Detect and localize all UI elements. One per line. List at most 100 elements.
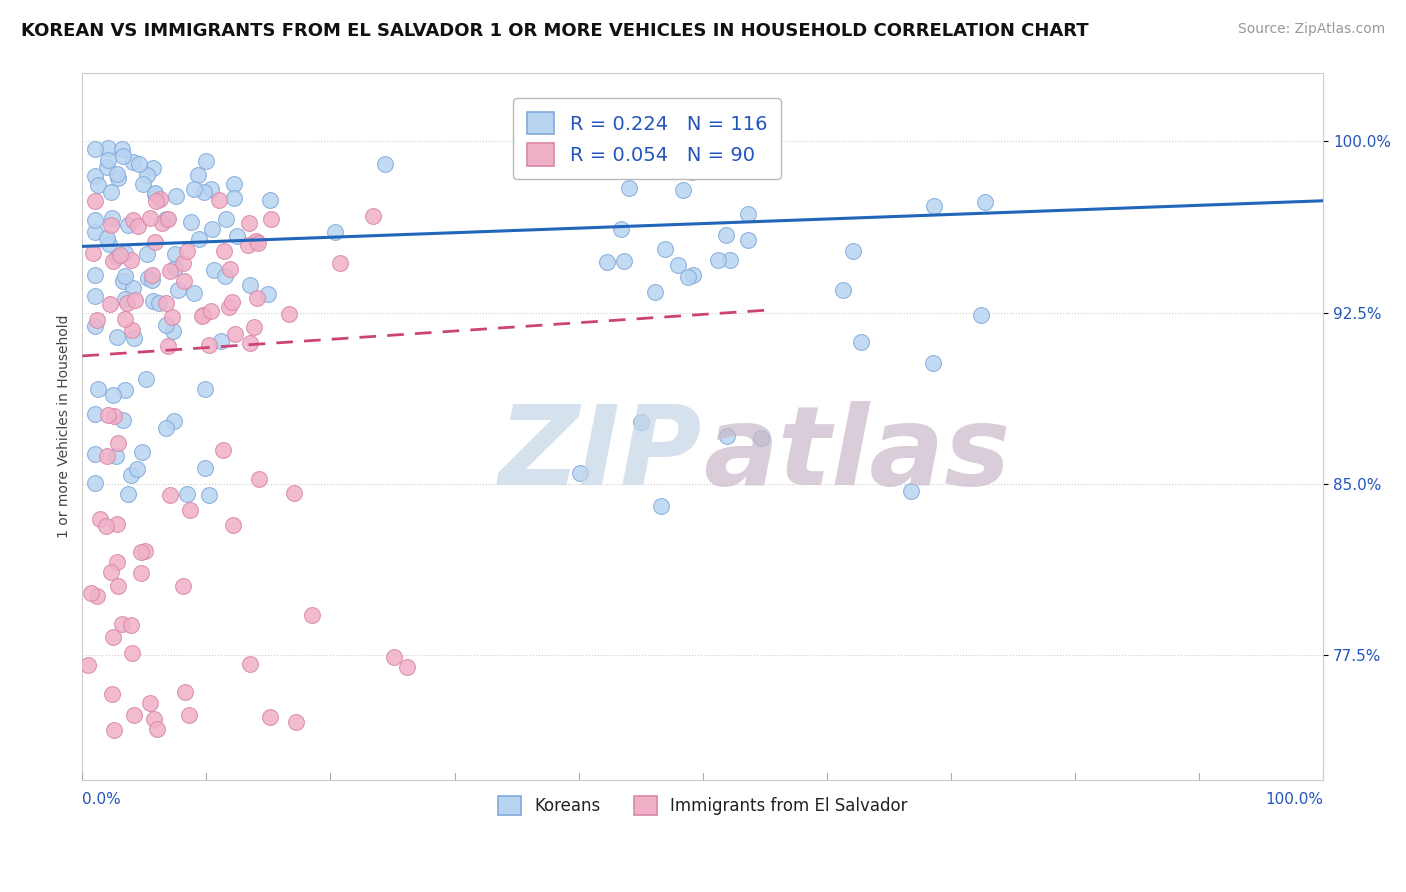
Point [84, 194, 107, 208]
Point [165, 189, 187, 203]
Point [114, 384, 136, 398]
Point [111, 617, 134, 632]
Point [111, 141, 134, 155]
Point [120, 468, 142, 483]
Point [194, 382, 217, 396]
Point [114, 245, 136, 260]
Point [134, 544, 156, 558]
Point [156, 339, 179, 353]
Point [138, 696, 160, 710]
Point [922, 356, 945, 370]
Point [221, 295, 243, 310]
Point [163, 247, 186, 261]
Point [202, 263, 225, 277]
Point [177, 708, 200, 723]
Text: ZIP: ZIP [499, 401, 703, 508]
Point [224, 326, 246, 341]
Point [122, 331, 145, 345]
Point [155, 296, 177, 310]
Point [167, 284, 190, 298]
Point [208, 194, 231, 208]
Point [361, 209, 384, 223]
Point [260, 211, 283, 226]
Point [120, 253, 142, 268]
Point [323, 225, 346, 239]
Point [117, 486, 139, 500]
Point [89, 512, 111, 526]
Point [201, 222, 224, 236]
Point [86, 590, 108, 604]
Point [851, 335, 873, 350]
Point [83, 475, 105, 490]
Point [143, 712, 166, 726]
Y-axis label: 1 or more Vehicles in Household: 1 or more Vehicles in Household [58, 315, 72, 539]
Point [86, 178, 108, 192]
Point [247, 472, 270, 486]
Point [650, 500, 672, 514]
Text: Source: ZipAtlas.com: Source: ZipAtlas.com [1237, 22, 1385, 37]
Point [112, 413, 135, 427]
Point [183, 286, 205, 301]
Point [83, 318, 105, 333]
Point [150, 216, 173, 230]
Point [122, 213, 145, 227]
Point [301, 607, 323, 622]
Point [613, 254, 636, 268]
Point [97, 153, 120, 168]
Point [162, 324, 184, 338]
Point [101, 253, 124, 268]
Point [143, 235, 166, 249]
Point [96, 449, 118, 463]
Point [193, 185, 215, 199]
Point [120, 618, 142, 632]
Point [142, 161, 165, 176]
Point [135, 247, 157, 261]
Point [173, 275, 195, 289]
Point [749, 431, 772, 445]
Point [243, 320, 266, 334]
Point [682, 268, 704, 283]
Point [129, 545, 152, 559]
Point [224, 191, 246, 205]
Point [737, 206, 759, 220]
Point [172, 256, 194, 270]
Point [128, 157, 150, 171]
Point [188, 232, 211, 246]
Point [135, 372, 157, 386]
Text: 100.0%: 100.0% [1265, 792, 1323, 806]
Point [246, 291, 269, 305]
Point [214, 269, 236, 284]
Text: 0.0%: 0.0% [83, 792, 121, 806]
Point [256, 287, 278, 301]
Point [259, 709, 281, 723]
Point [159, 264, 181, 278]
Point [96, 161, 118, 175]
Point [124, 293, 146, 307]
Point [145, 194, 167, 209]
Point [83, 447, 105, 461]
Point [157, 212, 180, 227]
Point [111, 149, 134, 163]
Point [111, 274, 134, 288]
Point [105, 555, 128, 569]
Point [141, 273, 163, 287]
Point [259, 193, 281, 207]
Point [970, 308, 993, 322]
Point [666, 258, 689, 272]
Point [214, 244, 236, 258]
Point [165, 260, 187, 275]
Point [239, 277, 262, 292]
Point [568, 467, 591, 481]
Point [131, 445, 153, 459]
Point [194, 461, 217, 475]
Point [215, 212, 238, 227]
Point [609, 221, 631, 235]
Point [83, 142, 105, 156]
Point [644, 285, 666, 300]
Point [114, 269, 136, 284]
Point [707, 253, 730, 268]
Point [122, 155, 145, 169]
Point [100, 185, 122, 199]
Point [129, 566, 152, 581]
Point [198, 337, 221, 351]
